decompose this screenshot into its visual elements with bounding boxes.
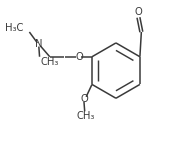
Text: CH₃: CH₃ bbox=[41, 57, 59, 67]
Text: O: O bbox=[135, 7, 142, 17]
Text: CH₃: CH₃ bbox=[76, 111, 95, 121]
Text: O: O bbox=[80, 94, 88, 104]
Text: O: O bbox=[75, 52, 83, 62]
Text: N: N bbox=[35, 39, 43, 49]
Text: H₃C: H₃C bbox=[5, 23, 24, 33]
